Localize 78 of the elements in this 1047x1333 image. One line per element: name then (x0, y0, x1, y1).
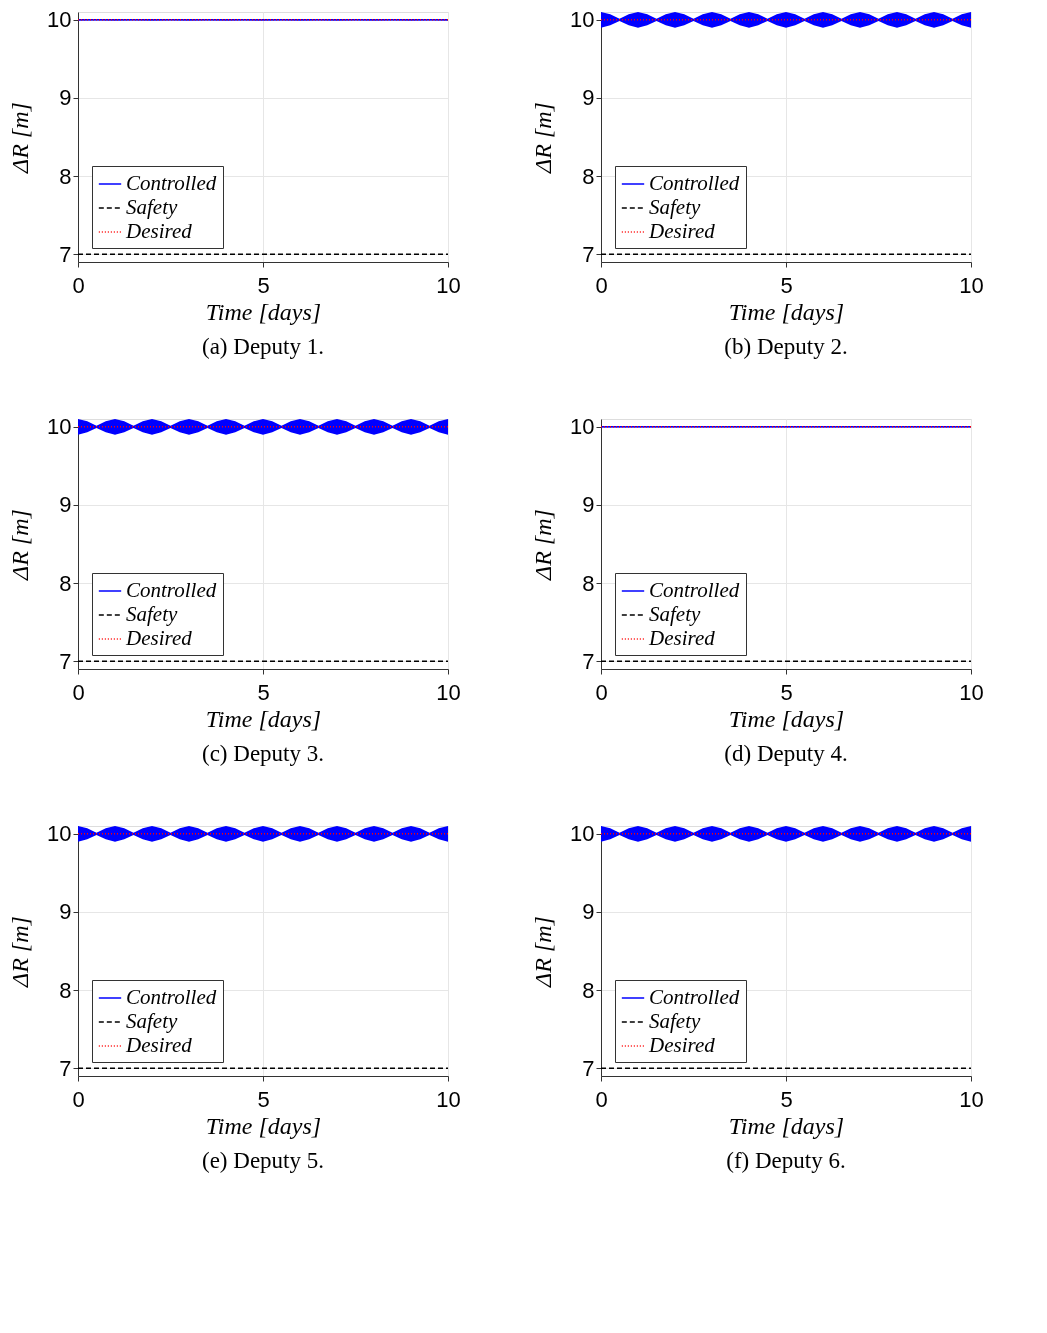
legend-label: Safety (649, 195, 701, 219)
x-tick-label: 5 (780, 1086, 793, 1112)
y-tick-label: 9 (59, 85, 72, 111)
y-tick-label: 8 (582, 163, 595, 189)
x-axis-title: Time [days] (205, 1112, 322, 1139)
x-tick-label: 0 (595, 1086, 608, 1112)
x-axis-title: Time [days] (728, 705, 845, 732)
y-axis-title: ΔR [m] (530, 509, 557, 581)
x-tick-label: 10 (436, 679, 461, 705)
y-tick-label: 10 (570, 7, 595, 33)
x-tick-label: 0 (72, 1086, 85, 1112)
text: (d) Deputy 4. (724, 741, 848, 766)
x-tick-label: 10 (436, 1086, 461, 1112)
y-tick-label: 8 (582, 977, 595, 1003)
text: (b) Deputy 2. (724, 334, 848, 359)
x-tick-label: 0 (595, 679, 608, 705)
legend-label: Desired (648, 1033, 716, 1057)
legend-label: Desired (648, 219, 716, 243)
y-tick-label: 7 (59, 241, 72, 267)
x-tick-label: 5 (780, 679, 793, 705)
text: (c) Deputy 3. (202, 741, 324, 766)
legend-label: Controlled (649, 578, 740, 602)
legend-label: Controlled (649, 985, 740, 1009)
y-tick-label: 8 (582, 570, 595, 596)
y-axis-title: ΔR [m] (7, 102, 34, 174)
x-axis-title: Time [days] (205, 298, 322, 325)
y-tick-label: 7 (582, 1055, 595, 1081)
y-tick-label: 8 (59, 163, 72, 189)
x-tick-label: 0 (72, 679, 85, 705)
y-axis-title: ΔR [m] (7, 509, 34, 581)
legend-label: Controlled (649, 171, 740, 195)
x-tick-label: 10 (959, 272, 984, 298)
y-tick-label: 9 (582, 899, 595, 925)
x-axis-title: Time [days] (205, 705, 322, 732)
x-tick-label: 5 (257, 1086, 270, 1112)
x-tick-label: 10 (959, 1086, 984, 1112)
legend-label: Safety (126, 195, 178, 219)
y-tick-label: 9 (59, 492, 72, 518)
y-tick-label: 10 (570, 414, 595, 440)
y-axis-title: ΔR [m] (530, 916, 557, 988)
legend-label: Desired (125, 626, 193, 650)
text: (f) Deputy 6. (726, 1148, 846, 1173)
y-tick-label: 9 (59, 899, 72, 925)
x-tick-label: 0 (595, 272, 608, 298)
y-tick-label: 8 (59, 570, 72, 596)
y-axis-title: ΔR [m] (530, 102, 557, 174)
y-tick-label: 10 (570, 821, 595, 847)
y-tick-label: 10 (47, 414, 72, 440)
legend-label: Desired (125, 219, 193, 243)
x-tick-label: 5 (257, 679, 270, 705)
legend-label: Safety (649, 602, 701, 626)
legend-label: Desired (648, 626, 716, 650)
y-tick-label: 7 (59, 648, 72, 674)
y-tick-label: 9 (582, 85, 595, 111)
y-tick-label: 7 (582, 648, 595, 674)
y-tick-label: 10 (47, 821, 72, 847)
legend-label: Desired (125, 1033, 193, 1057)
text: (e) Deputy 5. (202, 1148, 324, 1173)
y-axis-title: ΔR [m] (7, 916, 34, 988)
y-tick-label: 9 (582, 492, 595, 518)
y-tick-label: 8 (59, 977, 72, 1003)
legend-label: Safety (126, 1009, 178, 1033)
y-tick-label: 7 (582, 241, 595, 267)
y-tick-label: 7 (59, 1055, 72, 1081)
text: (a) Deputy 1. (202, 334, 324, 359)
y-tick-label: 10 (47, 7, 72, 33)
x-tick-label: 10 (959, 679, 984, 705)
x-tick-label: 10 (436, 272, 461, 298)
x-axis-title: Time [days] (728, 1112, 845, 1139)
legend-label: Safety (649, 1009, 701, 1033)
legend-label: Controlled (126, 985, 217, 1009)
legend-label: Safety (126, 602, 178, 626)
legend-label: Controlled (126, 171, 217, 195)
x-tick-label: 5 (780, 272, 793, 298)
x-tick-label: 0 (72, 272, 85, 298)
x-axis-title: Time [days] (728, 298, 845, 325)
legend-label: Controlled (126, 578, 217, 602)
x-tick-label: 5 (257, 272, 270, 298)
